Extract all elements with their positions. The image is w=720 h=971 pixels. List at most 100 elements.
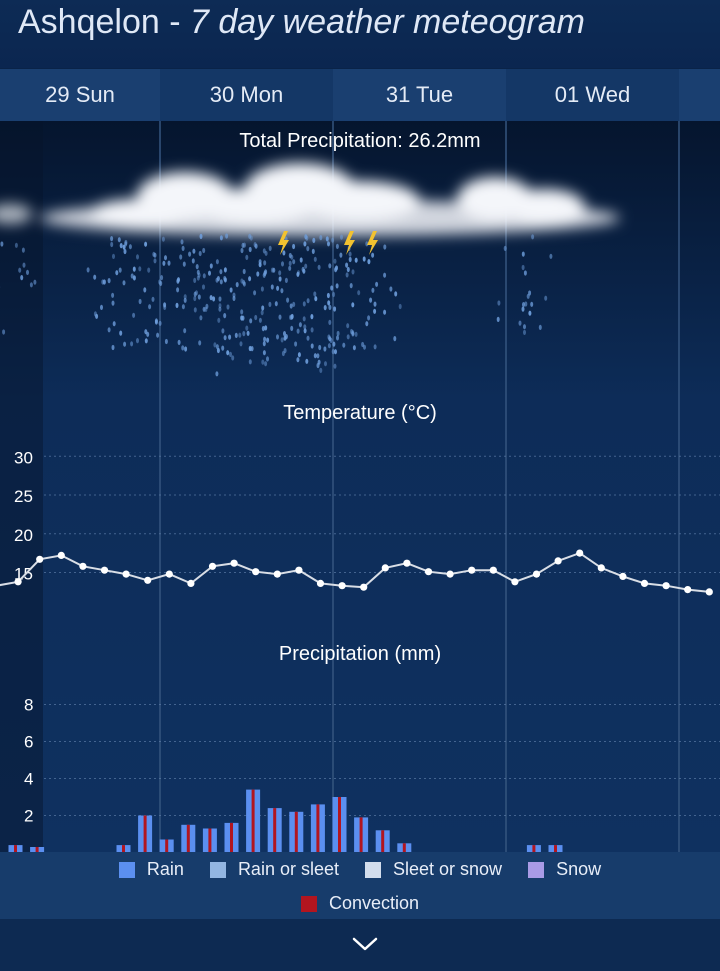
rain-drop — [261, 305, 265, 311]
rain-drop — [348, 251, 352, 257]
rain-drop — [333, 258, 337, 264]
rain-drop — [266, 356, 269, 362]
rain-drop — [254, 314, 258, 321]
rain-drop — [373, 301, 377, 307]
rain-drop — [248, 276, 252, 282]
temperature-point — [144, 576, 152, 584]
rain-drop — [281, 261, 284, 267]
rain-drop — [14, 242, 18, 248]
rain-drop — [305, 235, 309, 241]
rain-drop — [235, 282, 239, 288]
rain-drop — [342, 342, 346, 348]
day-tab-2[interactable]: 31 Tue — [333, 69, 506, 121]
rain-drop — [497, 300, 501, 306]
rain-drop — [246, 330, 250, 336]
rain-drop — [123, 248, 127, 255]
rain-drop — [209, 263, 213, 269]
convection-bar — [165, 839, 169, 852]
rain-drop — [242, 331, 246, 337]
rain-drop — [294, 341, 298, 347]
rain-drop — [128, 244, 132, 250]
rain-drop — [242, 279, 246, 285]
rain-drop — [198, 250, 202, 257]
rain-drop — [209, 295, 213, 301]
rain-drop — [331, 237, 335, 243]
day-tab-3[interactable]: 01 Wed — [506, 69, 679, 121]
temperature-point — [14, 578, 22, 586]
rain-drop — [226, 350, 230, 356]
convection-bar — [143, 815, 147, 852]
rain-drop — [205, 303, 209, 309]
rain-drop — [276, 334, 279, 340]
rain-drop — [340, 234, 343, 240]
rain-drop — [394, 291, 398, 297]
rain-drop — [362, 256, 366, 262]
rain-drop — [371, 287, 375, 293]
temperature-point — [684, 586, 692, 594]
rain-drop — [240, 309, 244, 315]
rain-drop — [136, 338, 139, 344]
rain-drop — [202, 247, 206, 254]
rain-drop — [339, 252, 343, 258]
precipitation-axis: 2 4 6 8 — [24, 696, 33, 826]
day-tab-1[interactable]: 30 Mon — [160, 69, 333, 121]
rain-drop — [345, 272, 349, 278]
rain-drop — [18, 267, 22, 273]
rain-drop — [228, 334, 232, 340]
rain-drop — [289, 303, 293, 309]
temperature-point — [122, 570, 130, 578]
day-tab-next[interactable] — [679, 69, 720, 121]
rain-drop — [199, 315, 203, 321]
rain-drop — [93, 274, 97, 280]
rain-drop — [261, 325, 265, 332]
rain-drop — [354, 257, 358, 263]
rain-drop — [299, 257, 303, 263]
rain-drop — [521, 264, 525, 271]
rain-drop — [223, 313, 227, 319]
rain-drop — [199, 233, 203, 239]
rain-drop — [223, 277, 227, 283]
rain-drop — [323, 305, 327, 311]
rain-drop — [346, 334, 350, 340]
rain-drop — [111, 300, 115, 306]
rain-drop — [276, 285, 280, 291]
rain-drop — [262, 248, 266, 254]
rain-drop — [202, 284, 205, 290]
lightning-icons — [278, 231, 378, 255]
rain-drop — [383, 244, 387, 250]
legend-swatch — [365, 861, 381, 878]
lightning-icon — [344, 231, 355, 255]
rain-drop — [130, 273, 134, 279]
rain-drop — [549, 253, 553, 259]
rain-drop — [229, 287, 233, 293]
chevron-down-icon[interactable] — [351, 936, 379, 952]
rain-drop — [332, 291, 336, 298]
rain-drop — [147, 267, 151, 273]
rain-drop — [313, 353, 317, 359]
rain-drop — [288, 260, 292, 266]
legend-row-1: Rain Rain or sleet Sleet or snow Snow — [0, 859, 720, 880]
legend-label: Sleet or snow — [393, 859, 503, 879]
rain-drop — [223, 335, 227, 341]
location-name: Ashqelon — [18, 3, 160, 41]
rain-drop — [158, 279, 162, 285]
rain-drop — [538, 324, 542, 330]
rain-drop — [310, 327, 314, 333]
rain-drop — [314, 296, 318, 302]
rain-drop — [264, 361, 268, 367]
temperature-point — [619, 572, 627, 580]
rain-drop — [29, 282, 33, 288]
rain-drop — [219, 279, 223, 285]
rain-drop — [311, 248, 315, 254]
temperature-point — [597, 564, 605, 572]
day-tab-0[interactable]: 29 Sun — [0, 69, 160, 121]
rain-drop — [245, 254, 249, 260]
rain-drop — [373, 308, 377, 314]
rain-drop — [367, 259, 371, 265]
temperature-point — [489, 566, 497, 574]
rain-drop — [288, 252, 292, 259]
rain-drop — [544, 295, 548, 301]
rain-drop — [193, 291, 197, 297]
temperature-point — [273, 570, 281, 578]
rain-drop — [240, 315, 244, 321]
